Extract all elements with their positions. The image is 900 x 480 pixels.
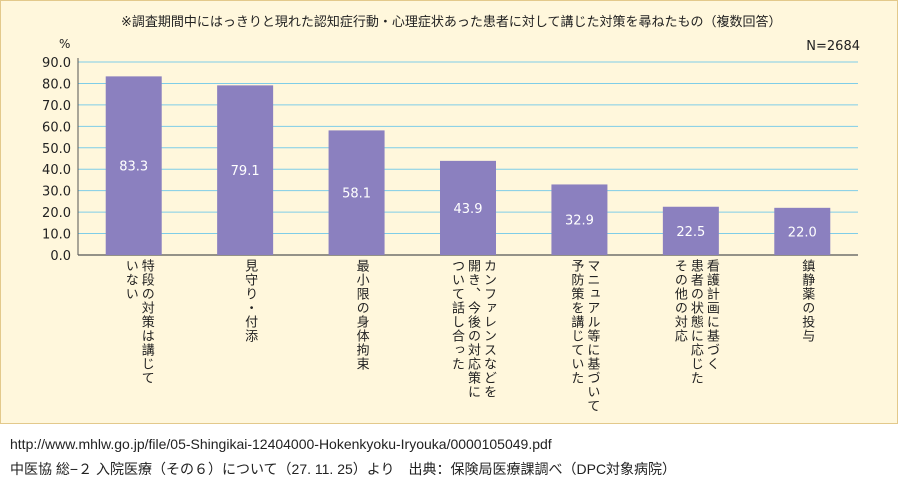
x-category-label: 看護計画に基づく 患者の状態に応じた その他の対応 [671, 259, 719, 385]
x-category-label: 特段の対策は講じて いない [122, 259, 154, 385]
bar-value-label: 32.9 [565, 214, 594, 229]
y-tick-label: 10.0 [42, 228, 71, 243]
bar-value-label: 58.1 [342, 187, 371, 202]
y-tick-label: 70.0 [42, 99, 71, 114]
bar [105, 76, 162, 256]
y-tick-label: 60.0 [42, 120, 71, 135]
y-axis-unit: % [59, 37, 71, 51]
bar-value-label: 83.3 [119, 160, 148, 175]
x-category-label: カンファレンスなどを 開き、今後の対応策に ついて話し合った [449, 259, 496, 399]
y-tick-label: 30.0 [42, 185, 71, 200]
sample-size-label: N=2684 [806, 39, 860, 54]
source-citation: 中医協 総−２ 入院医療（その６）について（27. 11. 25）より 出典：保… [10, 461, 677, 477]
bar [551, 184, 608, 255]
bar [662, 206, 719, 255]
bar [328, 130, 385, 255]
bar-value-label: 22.5 [676, 225, 705, 240]
y-tick-label: 40.0 [42, 163, 71, 178]
bar-value-label: 79.1 [231, 164, 260, 179]
bar [440, 160, 496, 255]
x-category-label: マニュアル等に基づいて 予防策を講じていた [568, 259, 600, 413]
x-category-label: 最小限の身体拘束 [353, 259, 369, 371]
y-tick-label: 0.0 [50, 249, 71, 264]
bar [217, 85, 274, 255]
source-url: http://www.mhlw.go.jp/file/05-Shingikai-… [10, 436, 552, 452]
bar [774, 207, 831, 255]
x-category-label: 見守り・付添 [242, 259, 258, 343]
bar-chart: 0.0 10.0 20.0 30.0 40.0 50.0 60.0 70.0 80.0 90.0 8… [42, 56, 858, 264]
x-category-label: 鎮静薬の投与 [799, 259, 815, 343]
y-tick-label: 20.0 [42, 206, 71, 221]
chart-title: ※調査期間中にはっきりと現れた認知症行動・心理症状あった患者に対して講じた対策を… [121, 15, 782, 30]
y-tick-label: 90.0 [42, 56, 71, 71]
y-tick-label: 80.0 [42, 77, 71, 92]
bar-value-label: 22.0 [788, 225, 817, 240]
y-tick-label: 50.0 [42, 142, 71, 157]
bar-value-label: 43.9 [454, 202, 483, 217]
chart-panel: ※調査期間中にはっきりと現れた認知症行動・心理症状あった患者に対して講じた対策を… [0, 0, 898, 424]
